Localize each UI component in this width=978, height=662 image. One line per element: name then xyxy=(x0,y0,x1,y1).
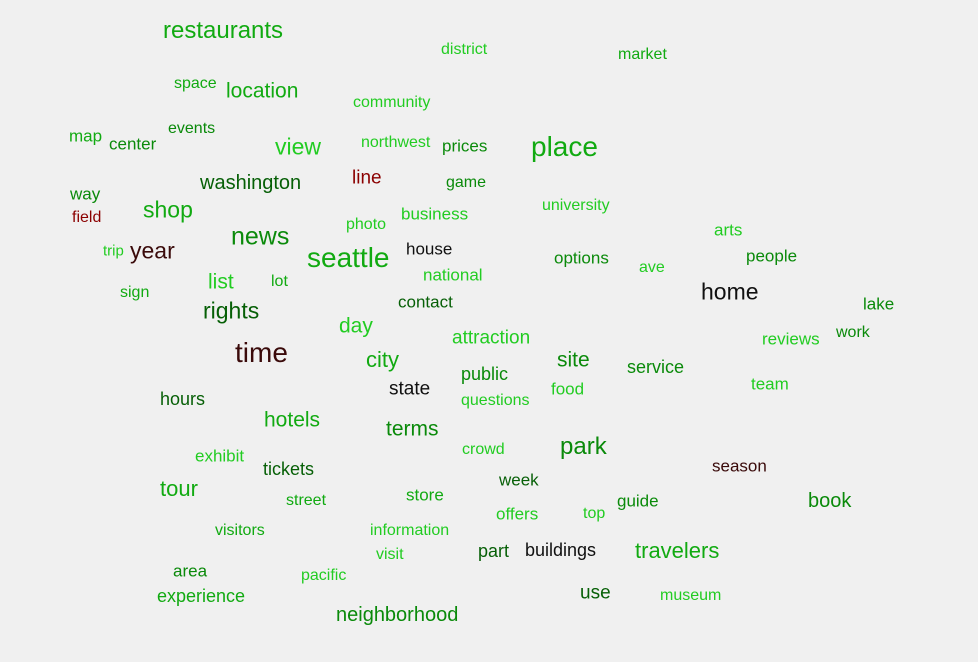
cloud-word-visitors: visitors xyxy=(215,522,265,539)
cloud-word-questions: questions xyxy=(461,392,530,409)
cloud-word-center: center xyxy=(109,134,157,154)
cloud-word-shop: shop xyxy=(143,196,193,223)
cloud-word-reviews: reviews xyxy=(762,329,820,349)
cloud-word-view: view xyxy=(275,133,322,160)
cloud-word-house: house xyxy=(406,239,453,259)
cloud-word-university: university xyxy=(542,197,610,214)
cloud-word-museum: museum xyxy=(660,587,722,604)
cloud-word-park: park xyxy=(560,433,607,460)
cloud-word-map: map xyxy=(69,126,103,146)
cloud-word-pacific: pacific xyxy=(301,567,347,584)
cloud-word-attraction: attraction xyxy=(452,327,531,349)
cloud-word-day: day xyxy=(339,314,373,338)
cloud-word-offers: offers xyxy=(496,504,539,524)
cloud-word-terms: terms xyxy=(386,417,439,441)
cloud-word-rights: rights xyxy=(203,297,260,324)
cloud-word-space: space xyxy=(174,75,217,92)
cloud-word-hotels: hotels xyxy=(264,408,321,432)
cloud-word-visit: visit xyxy=(376,546,404,563)
cloud-word-city: city xyxy=(366,347,399,372)
cloud-word-experience: experience xyxy=(157,586,246,606)
cloud-word-food: food xyxy=(551,379,585,399)
cloud-word-site: site xyxy=(557,348,590,372)
cloud-word-team: team xyxy=(751,374,789,394)
cloud-word-prices: prices xyxy=(442,136,488,156)
cloud-word-week: week xyxy=(499,470,539,490)
cloud-word-restaurants: restaurants xyxy=(163,17,284,44)
cloud-word-service: service xyxy=(627,357,685,377)
cloud-word-state: state xyxy=(389,378,431,400)
cloud-word-district: district xyxy=(441,41,488,58)
cloud-word-contact: contact xyxy=(398,292,453,312)
cloud-word-location: location xyxy=(226,79,299,103)
cloud-word-use: use xyxy=(580,582,611,604)
cloud-word-line: line xyxy=(352,167,382,189)
cloud-word-trip: trip xyxy=(103,242,124,260)
cloud-word-top: top xyxy=(583,505,606,522)
cloud-word-field: field xyxy=(72,209,102,226)
cloud-word-exhibit: exhibit xyxy=(195,446,245,466)
cloud-word-community: community xyxy=(353,94,431,111)
cloud-word-way: way xyxy=(70,184,101,204)
cloud-word-northwest: northwest xyxy=(361,134,431,151)
cloud-word-national: national xyxy=(423,265,483,285)
cloud-word-hours: hours xyxy=(160,389,206,409)
cloud-word-tickets: tickets xyxy=(263,459,315,479)
cloud-word-part: part xyxy=(478,541,510,561)
cloud-word-lot: lot xyxy=(271,273,288,290)
cloud-word-season: season xyxy=(712,456,767,476)
cloud-word-neighborhood: neighborhood xyxy=(336,604,459,626)
cloud-word-lake: lake xyxy=(863,294,895,314)
cloud-word-washington: washington xyxy=(200,172,302,194)
cloud-word-news: news xyxy=(231,222,290,251)
cloud-word-time: time xyxy=(235,337,288,368)
cloud-word-place: place xyxy=(531,131,598,162)
cloud-word-game: game xyxy=(446,174,487,191)
cloud-word-ave: ave xyxy=(639,259,665,276)
cloud-word-area: area xyxy=(173,561,208,581)
cloud-word-arts: arts xyxy=(714,220,743,240)
cloud-word-guide: guide xyxy=(617,491,659,511)
cloud-word-buildings: buildings xyxy=(525,540,597,560)
cloud-word-tour: tour xyxy=(160,476,198,501)
cloud-word-photo: photo xyxy=(346,216,387,233)
cloud-word-book: book xyxy=(808,490,852,512)
cloud-word-business: business xyxy=(401,204,469,224)
cloud-word-events: events xyxy=(168,120,216,137)
cloud-word-store: store xyxy=(406,485,444,505)
cloud-word-year: year xyxy=(130,237,175,264)
cloud-word-street: street xyxy=(286,492,327,509)
cloud-word-crowd: crowd xyxy=(462,441,505,458)
cloud-word-travelers: travelers xyxy=(635,538,720,563)
cloud-word-work: work xyxy=(836,324,870,341)
cloud-word-sign: sign xyxy=(120,284,150,301)
cloud-word-people: people xyxy=(746,246,798,266)
cloud-word-information: information xyxy=(370,522,450,539)
cloud-word-options: options xyxy=(554,248,609,268)
cloud-word-list: list xyxy=(208,270,234,294)
cloud-word-market: market xyxy=(618,46,667,63)
cloud-word-seattle: seattle xyxy=(307,242,390,273)
cloud-word-home: home xyxy=(701,278,759,305)
cloud-word-public: public xyxy=(461,364,509,384)
